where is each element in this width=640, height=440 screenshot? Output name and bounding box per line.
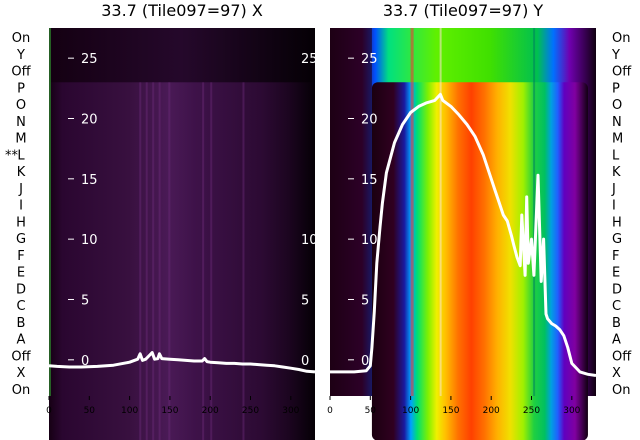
y-tick-label-right: 5 xyxy=(301,293,309,308)
y-tick-label-right: 0 xyxy=(301,354,309,369)
row-label: I xyxy=(19,199,23,214)
x-tick-label: 100 xyxy=(121,406,138,416)
row-label: Off xyxy=(612,65,632,80)
row-label: On xyxy=(612,31,630,46)
x-tick-label: 300 xyxy=(282,406,299,416)
row-label: M xyxy=(15,132,26,147)
heatmap-edge xyxy=(49,28,51,396)
x-tick-label: 0 xyxy=(327,406,333,416)
row-label: F xyxy=(612,249,619,264)
row-label: P xyxy=(17,81,25,96)
x-tick-label: 250 xyxy=(523,406,540,416)
row-label: C xyxy=(16,299,25,314)
y-tick-label: 0 xyxy=(361,354,369,369)
y-tick-label-right: 25 xyxy=(301,52,318,67)
row-label: J xyxy=(611,182,616,197)
row-label: L xyxy=(612,148,620,163)
x-tick-label: 200 xyxy=(202,406,219,416)
row-label: G xyxy=(16,232,26,247)
heatmap-streak xyxy=(202,82,205,440)
y-tick-label: 15 xyxy=(361,173,378,188)
row-label: G xyxy=(612,232,622,247)
row-label: P xyxy=(612,81,620,96)
heatmap-streak xyxy=(210,82,213,440)
y-tick-label: 25 xyxy=(361,52,378,67)
row-label: B xyxy=(17,316,26,331)
row-label: X xyxy=(17,366,26,381)
x-tick-label: 300 xyxy=(563,406,580,416)
y-tick-label: 10 xyxy=(361,233,378,248)
y-tick-label: 20 xyxy=(81,112,98,127)
row-label: Y xyxy=(611,48,620,63)
row-label: K xyxy=(612,165,621,180)
row-label: K xyxy=(17,165,26,180)
x-tick-label: 100 xyxy=(402,406,419,416)
heatmap-streak xyxy=(152,82,155,440)
x-tick-label: 150 xyxy=(442,406,459,416)
y-tick-label-right: 10 xyxy=(301,233,318,248)
row-label: B xyxy=(612,316,621,331)
row-label: J xyxy=(18,182,23,197)
x-tick-label: 0 xyxy=(46,406,52,416)
row-label: E xyxy=(612,266,620,281)
row-label: H xyxy=(16,215,26,230)
series-line xyxy=(330,92,597,377)
x-tick-label: 150 xyxy=(161,406,178,416)
row-label: On xyxy=(12,31,30,46)
row-label: M xyxy=(612,132,623,147)
row-label: O xyxy=(612,98,622,113)
y-tick-label: 15 xyxy=(81,173,98,188)
row-label: C xyxy=(612,299,621,314)
row-label: X xyxy=(612,366,621,381)
row-label: H xyxy=(612,215,622,230)
chart-title: 33.7 (Tile097=97) X xyxy=(101,1,263,20)
row-label: Off xyxy=(612,349,632,364)
row-marker: ** xyxy=(5,148,19,163)
row-label: A xyxy=(17,333,26,348)
row-label: D xyxy=(612,282,622,297)
heatmap-streak xyxy=(139,82,142,440)
heatmap-streak xyxy=(533,28,536,396)
heatmap-streak xyxy=(242,82,245,440)
row-label: E xyxy=(17,266,25,281)
row-label: Y xyxy=(16,48,25,63)
heatmap-streak xyxy=(145,82,148,440)
x-tick-label: 50 xyxy=(365,406,377,416)
chart-title: 33.7 (Tile097=97) Y xyxy=(383,1,544,20)
heatmap-streak xyxy=(158,82,161,440)
row-label: F xyxy=(17,249,24,264)
y-tick-label: 20 xyxy=(361,112,378,127)
y-tick-label: 10 xyxy=(81,233,98,248)
row-label: On xyxy=(612,383,630,398)
heatmap-left-dark xyxy=(330,28,372,396)
y-tick-label: 0 xyxy=(81,354,89,369)
y-tick-label: 5 xyxy=(81,293,89,308)
heatmap-streak xyxy=(168,82,171,440)
x-tick-label: 250 xyxy=(242,406,259,416)
series-line xyxy=(48,351,316,374)
row-label: On xyxy=(12,383,30,398)
row-label: N xyxy=(16,115,26,130)
y-tick-label: 25 xyxy=(81,52,98,67)
row-label: Off xyxy=(11,65,31,80)
x-tick-label: 200 xyxy=(483,406,500,416)
heatmap-streak xyxy=(410,28,414,396)
row-label: Off xyxy=(11,349,31,364)
row-label: O xyxy=(16,98,26,113)
y-tick-label: 5 xyxy=(361,293,369,308)
heatmap-core-band xyxy=(49,82,315,440)
x-tick-label: 50 xyxy=(84,406,96,416)
row-label: I xyxy=(612,199,616,214)
row-label: L xyxy=(17,148,25,163)
row-label: D xyxy=(16,282,26,297)
row-label: A xyxy=(612,333,621,348)
heatmap-core-band xyxy=(371,82,588,440)
row-label: N xyxy=(612,115,622,130)
heatmap-streak xyxy=(439,28,442,396)
